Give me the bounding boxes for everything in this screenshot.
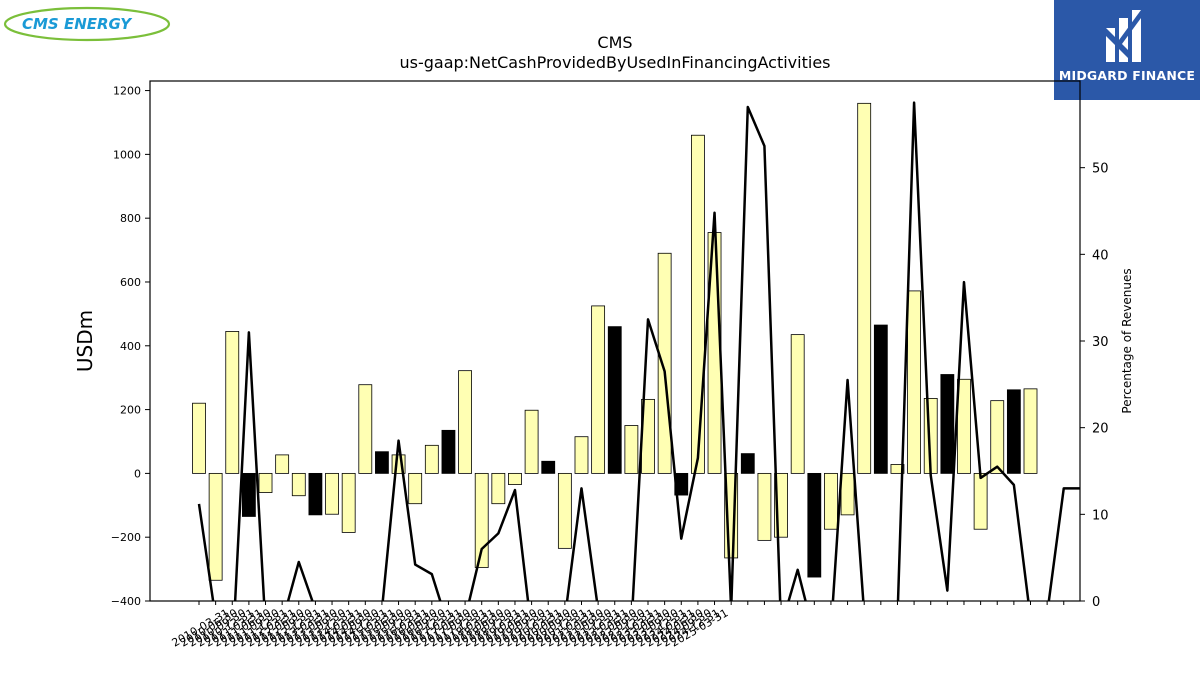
bar-15 [441, 429, 456, 474]
bar-48 [990, 400, 1005, 474]
y-tick-label: 200 [120, 404, 141, 417]
y-tick-label: 800 [120, 212, 141, 225]
y2-tick-label: 40 [1092, 248, 1109, 263]
bar-42 [890, 464, 905, 474]
bar-17 [474, 472, 489, 568]
bar-11 [375, 451, 389, 474]
cms-energy-logo: CMS ENERGY [0, 0, 175, 48]
bar-30 [691, 134, 705, 474]
y-tick-label: −200 [111, 531, 141, 544]
bar-39 [840, 472, 855, 516]
bar-5 [275, 454, 290, 474]
y-axis-label: USDm [73, 310, 97, 372]
bar-series [192, 102, 1038, 581]
bar-23 [574, 436, 589, 474]
bar-24 [591, 305, 606, 474]
bar-9 [341, 472, 356, 533]
bar-13 [408, 472, 423, 505]
bar-2 [225, 331, 240, 474]
y-tick-label: 1000 [113, 148, 141, 161]
bar-7 [308, 472, 323, 516]
bar-49 [1006, 389, 1021, 474]
bar-41 [873, 324, 888, 474]
midgard-finance-logo: MIDGARD FINANCE [1054, 0, 1200, 100]
y2-axis-label: Percentage of Revenues [1120, 268, 1134, 413]
bar-3 [241, 472, 256, 517]
y-tick-label: −400 [111, 595, 141, 608]
y-tick-label: 0 [134, 467, 141, 480]
bar-45 [940, 374, 955, 474]
logo-text: CMS ENERGY [22, 15, 133, 33]
bar-40 [857, 102, 872, 474]
revenue-percentage-line [197, 101, 1080, 601]
chart-title: CMS [597, 33, 632, 52]
bar-37 [807, 472, 822, 578]
logo-swoosh [3, 6, 171, 42]
bar-14 [424, 444, 439, 474]
bar-16 [458, 370, 472, 474]
bar-8 [325, 472, 339, 515]
bar-20 [524, 409, 539, 474]
bar-19 [508, 472, 522, 485]
x-axis: 2010-03-312010-06-302010-09-302010-12-31… [170, 601, 1065, 650]
bar-1 [208, 472, 223, 581]
bar-47 [973, 472, 988, 530]
bar-26 [624, 425, 639, 474]
bar-33 [740, 453, 755, 474]
y2-tick-label: 10 [1092, 508, 1109, 523]
y2-tick-label: 50 [1092, 162, 1109, 177]
y2-tick-label: 20 [1092, 422, 1109, 437]
y-axis-right: 0 10 20 30 40 50 [1080, 162, 1109, 610]
bar-6 [291, 472, 306, 497]
bar-50 [1023, 388, 1038, 474]
bar-21 [541, 460, 556, 474]
bar-10 [358, 384, 373, 474]
bar-4 [258, 472, 273, 493]
line-series [197, 101, 1080, 601]
bar-38 [824, 472, 838, 530]
midgard-logo-text: MIDGARD FINANCE [1058, 68, 1196, 83]
bar-34 [757, 472, 772, 541]
bar-18 [491, 472, 506, 505]
bar-0 [192, 402, 206, 474]
midgard-emblem-icon [1106, 10, 1141, 62]
y-tick-label: 400 [120, 340, 141, 353]
y-tick-label: 1200 [113, 85, 141, 98]
y-tick-label: 600 [120, 276, 141, 289]
y2-tick-label: 0 [1092, 595, 1100, 610]
y-axis-left: −400 −200 0 200 400 600 800 1000 1200 [111, 85, 150, 608]
bar-36 [790, 334, 805, 474]
bar-43 [907, 290, 921, 474]
bar-46 [957, 378, 971, 474]
bar-25 [607, 326, 622, 474]
chart-subtitle: us-gaap:NetCashProvidedByUsedInFinancing… [399, 53, 830, 72]
bar-22 [557, 472, 572, 549]
y2-tick-label: 30 [1092, 335, 1109, 350]
bar-28 [657, 252, 672, 474]
